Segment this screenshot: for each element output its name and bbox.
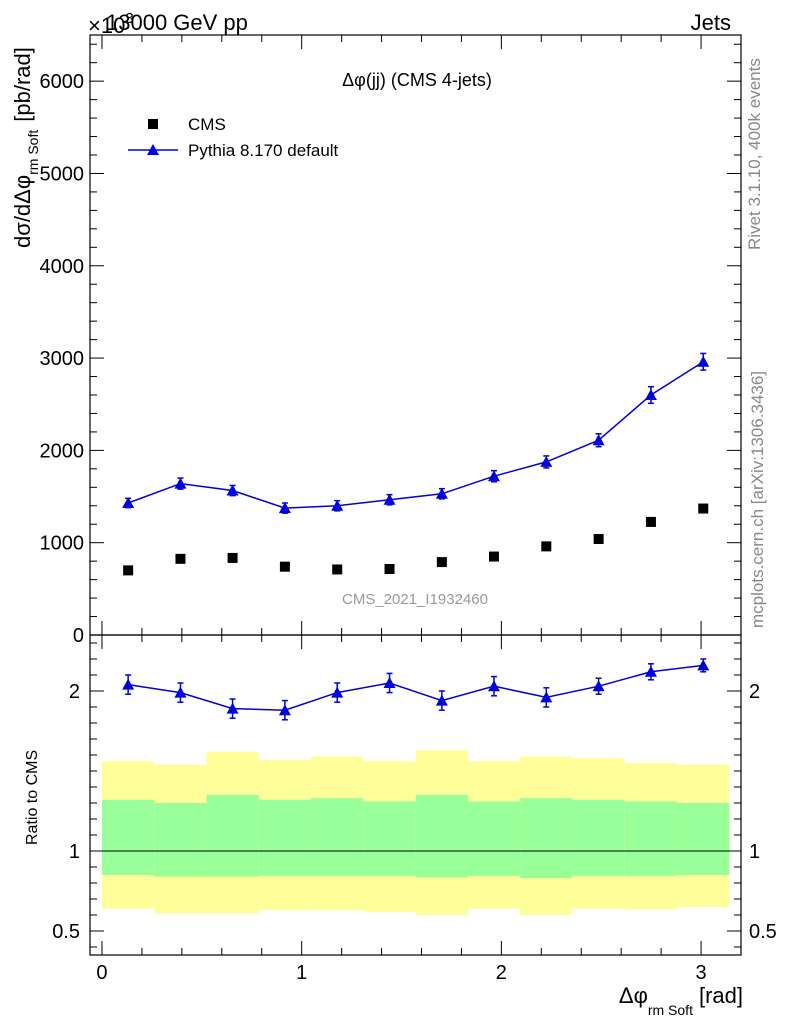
band-inner: [624, 801, 678, 876]
cms-point: [227, 552, 238, 563]
ratio-pythia-point: [435, 694, 448, 706]
ratio-xtick-label: 1: [296, 962, 307, 984]
ratio-pythia-point: [592, 680, 605, 692]
legend-cms-label: CMS: [188, 115, 226, 134]
pythia-point: [122, 497, 135, 508]
legend-cms-marker: [148, 119, 158, 129]
band-inner: [468, 801, 521, 876]
cms-point: [279, 561, 290, 572]
ratio-pythia-point: [697, 659, 710, 671]
pythia-point: [697, 355, 710, 367]
main-ylabel-unit: [pb/rad]: [10, 47, 35, 122]
axis-exponent-base: ×10: [88, 13, 125, 38]
ratio-pythia-point: [383, 677, 396, 688]
band-inner: [572, 799, 625, 876]
main-ticks: 0 1000 2000 3000 4000 5000 6000: [40, 35, 741, 647]
ratio-ytick-label-right: 1: [749, 841, 760, 863]
cms-point: [645, 516, 656, 527]
pythia-point: [331, 499, 344, 511]
pythia-point: [278, 502, 291, 514]
band-inner: [363, 801, 416, 876]
ratio-pythia-point: [278, 704, 291, 716]
ratio-xtick-label: 0: [96, 962, 107, 984]
header-collision: 13000 GeV pp: [106, 10, 248, 35]
ratio-xtick-label: 3: [695, 962, 706, 984]
mcplots-label: mcplots.cern.ch [arXiv:1306.3436]: [748, 371, 767, 628]
band-inner: [415, 795, 469, 878]
ratio-xtick-label: 2: [496, 962, 507, 984]
band-inner: [206, 795, 259, 877]
pythia-point: [487, 470, 500, 482]
pythia-point: [226, 484, 239, 496]
rivet-label: Rivet 3.1.10, 400k events: [745, 58, 764, 250]
pythia-point: [644, 389, 657, 400]
ratio-pythia-point: [644, 665, 657, 677]
main-title: Δφ(jj) (CMS 4-jets): [342, 70, 492, 90]
pythia-point: [435, 487, 448, 499]
ratio-ytick-label-right: 2: [749, 681, 760, 703]
main-ylabel-sub: rm Soft: [25, 130, 41, 175]
axis-exponent: ×103: [88, 10, 134, 38]
ratio-xlabel-sub: rm Soft: [648, 1002, 693, 1018]
cms-point: [123, 565, 134, 576]
ratio-pythia-point: [226, 702, 239, 714]
ratio-ylabel: Ratio to CMS: [24, 750, 41, 845]
ratio-marks: [122, 658, 710, 721]
ratio-ytick-label: 0.5: [52, 921, 80, 943]
band-inner: [154, 803, 207, 877]
watermark: CMS_2021_I1932460: [342, 591, 488, 608]
main-ytick-label: 1000: [40, 533, 85, 555]
band-inner: [101, 799, 155, 875]
ratio-xlabel-text: Δφ: [619, 983, 648, 1008]
legend-pythia-marker: [147, 144, 159, 155]
band-inner: [311, 798, 364, 876]
pythia-point: [174, 477, 187, 489]
pythia-point: [540, 455, 553, 467]
main-ylabel-text: dσ/dΔφ: [10, 175, 35, 248]
header-category: Jets: [691, 10, 731, 35]
ratio-pythia-point: [487, 680, 500, 692]
ratio-xlabel: Δφrm Soft [rad]: [619, 983, 743, 1018]
pythia-point: [592, 434, 605, 446]
ratio-pythia-point: [331, 686, 344, 698]
cms-point: [384, 564, 395, 574]
pythia-point: [383, 493, 396, 505]
main-ylabel: dσ/dΔφrm Soft [pb/rad]: [10, 47, 41, 248]
cms-point: [332, 564, 343, 575]
cms-point: [436, 557, 447, 568]
main-ytick-label: 4000: [40, 256, 85, 278]
cms-point: [541, 541, 552, 552]
cms-point: [698, 503, 709, 514]
cms-point: [593, 534, 604, 544]
legend: CMS Pythia 8.170 default: [128, 115, 339, 160]
ratio-pythia-line: [127, 664, 704, 711]
ratio-ytick-label-right: 0.5: [749, 921, 777, 943]
band-inner: [520, 798, 573, 879]
main-panel: 0 1000 2000 3000 4000 5000 6000 Δφ(jj) (CMS 4-…: [10, 34, 742, 647]
main-ytick-label: 3000: [40, 348, 85, 370]
ratio-pythia-point: [122, 678, 135, 690]
ratio-pythia-point: [540, 691, 553, 703]
main-ytick-label: 2000: [40, 440, 85, 462]
main-marks: [122, 352, 710, 576]
pythia-line: [127, 361, 704, 509]
main-ytick-label: 0: [73, 625, 84, 647]
ratio-bands: [90, 750, 741, 915]
ratio-pythia-point: [174, 686, 187, 698]
main-ytick-label: 6000: [40, 71, 85, 93]
band-inner: [677, 803, 730, 875]
main-ytick-label: 5000: [40, 163, 85, 185]
ratio-ticks: 0.5 0.5 1 1 2 2 0 1 2 3: [52, 635, 777, 984]
ratio-xlabel-unit: [rad]: [699, 983, 743, 1008]
cms-point: [175, 553, 186, 564]
band-inner: [258, 799, 312, 876]
ratio-frame: [89, 634, 742, 956]
ratio-ytick-label: 2: [69, 681, 80, 703]
ratio-panel: 0.5 0.5 1 1 2 2 0 1 2 3 Ratio to CMS Δφrm Soft [ra…: [24, 634, 777, 1018]
cms-point: [488, 551, 499, 562]
legend-pythia-label: Pythia 8.170 default: [188, 141, 339, 160]
axis-exponent-power: 3: [125, 10, 133, 27]
ratio-ytick-label: 1: [69, 841, 80, 863]
